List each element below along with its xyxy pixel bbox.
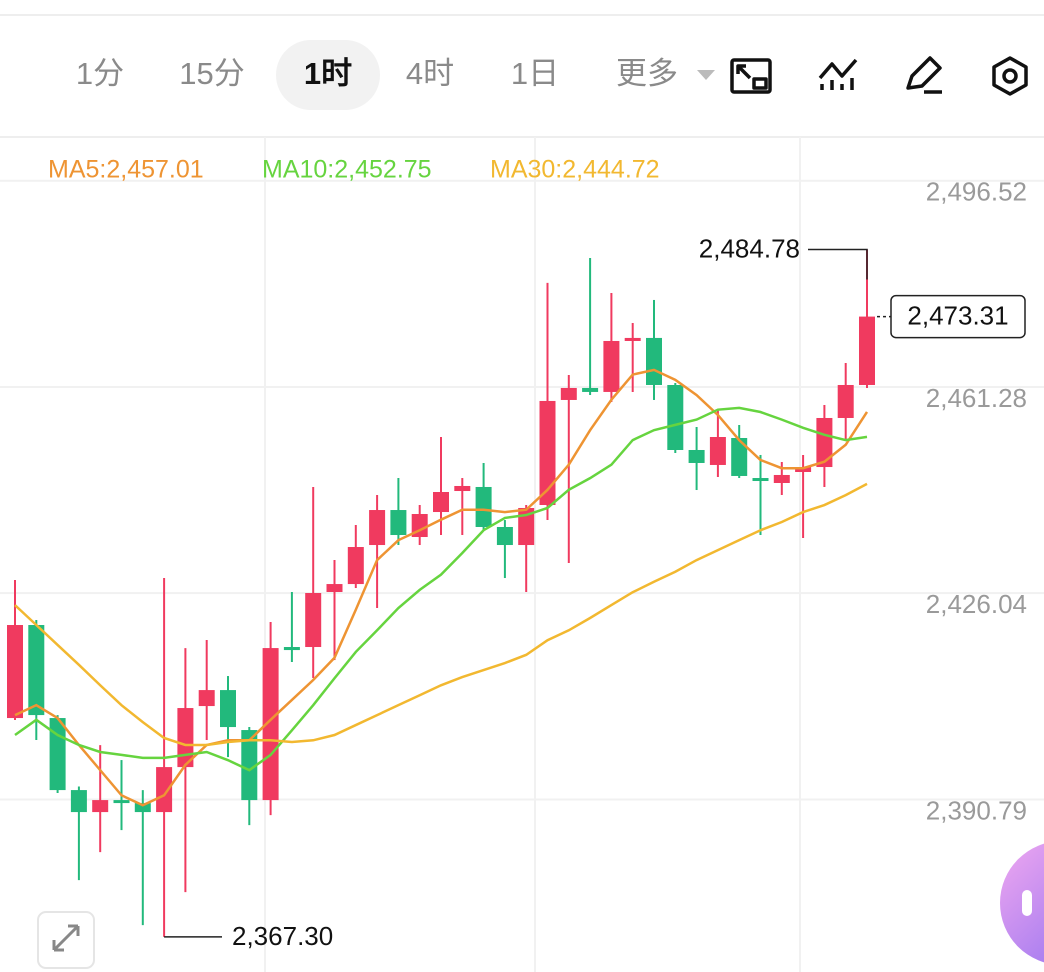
plot: 2,496.52 2,461.28 2,426.04 2,390.79 MA5:2,45… — [0, 156, 1044, 951]
candle-body — [220, 690, 236, 728]
candle-body — [70, 790, 87, 813]
tab[interactable]: 15分 — [179, 56, 244, 91]
low-label: 2,367.30 — [232, 921, 333, 951]
candle-body — [752, 478, 769, 482]
y-tick-label: 2,461.28 — [926, 383, 1027, 413]
candle-body — [667, 384, 684, 450]
candle-body — [305, 593, 322, 648]
tab[interactable]: 1日 — [511, 56, 559, 91]
candle-body — [134, 803, 151, 813]
icon-indicator[interactable] — [818, 58, 858, 90]
candle-body — [837, 384, 854, 418]
caret — [697, 70, 715, 80]
high-label: 2,484.78 — [699, 233, 800, 263]
candle-body — [390, 510, 407, 536]
tab[interactable]: 4时 — [406, 56, 454, 91]
candle-body — [198, 690, 215, 707]
candle-body — [369, 510, 386, 546]
candle-body — [347, 547, 364, 585]
icon-settings[interactable] — [992, 56, 1028, 96]
candle-body — [582, 387, 599, 392]
assistant-icon — [1022, 890, 1032, 916]
candle-body — [624, 337, 641, 341]
vertical-grid — [264, 137, 801, 972]
candle-body — [731, 437, 748, 476]
candle-body — [816, 417, 833, 468]
ma-line — [14, 406, 868, 772]
legend-entry: MA5:2,457.01 — [48, 156, 204, 184]
candle-body — [28, 625, 45, 716]
candle-body — [113, 800, 130, 804]
candle-body — [326, 584, 343, 593]
candle-body — [454, 485, 471, 492]
ma-line — [14, 368, 869, 807]
candle-body — [475, 486, 492, 527]
candle-body — [560, 387, 577, 400]
candle-body — [773, 474, 790, 483]
candle-body — [49, 718, 66, 791]
candle-body — [709, 437, 726, 465]
y-tick-label: 2,426.04 — [926, 589, 1027, 619]
tab[interactable]: 更多 — [616, 56, 678, 91]
y-tick-label: 2,496.52 — [926, 177, 1027, 207]
candle-body — [859, 316, 875, 385]
candle-body — [92, 800, 109, 813]
tabs: 1分 15分 1时 4时 1日 更多 — [76, 56, 678, 91]
candle-body — [156, 767, 173, 813]
candle-body — [518, 507, 535, 546]
legend-entry: MA10:2,452.75 — [262, 156, 432, 184]
candle-body — [433, 492, 449, 513]
icon-layout[interactable] — [730, 58, 772, 94]
toolbar-icons — [730, 56, 1028, 96]
expand-icon — [52, 924, 80, 952]
tab[interactable]: 1时 — [304, 56, 352, 91]
candle-body — [177, 708, 194, 768]
candle-body — [646, 337, 662, 385]
candle-body — [7, 625, 23, 719]
candle-body — [688, 449, 705, 463]
ma-line — [14, 482, 868, 747]
last-price-label: 2,473.31 — [907, 300, 1008, 330]
candle-body — [496, 526, 513, 546]
candle-body — [539, 400, 556, 505]
legend-entry: MA30:2,444.72 — [490, 156, 660, 184]
high-marker — [808, 248, 868, 280]
candle-body — [283, 647, 300, 651]
candle-body — [795, 467, 812, 472]
candle-body — [241, 730, 258, 801]
candle-body — [262, 648, 279, 801]
tab[interactable]: 1分 — [76, 56, 124, 91]
last-price-box — [890, 294, 1026, 339]
tab-selected-bg — [276, 40, 380, 110]
y-tick-label: 2,390.79 — [926, 795, 1027, 825]
candle-body — [603, 340, 620, 392]
icon-draw[interactable] — [906, 56, 942, 94]
